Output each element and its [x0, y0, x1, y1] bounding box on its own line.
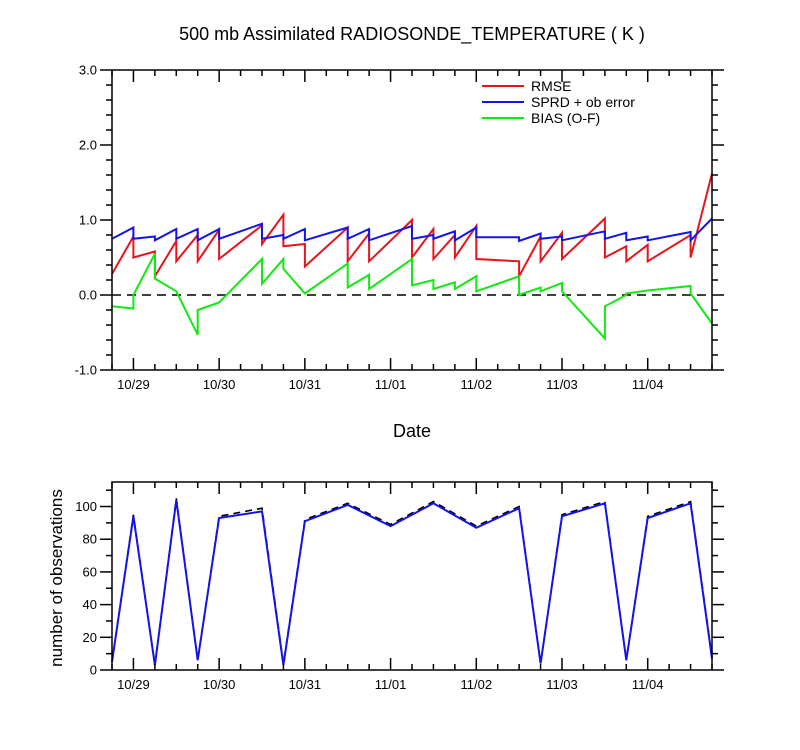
y-tick-label: 80 [83, 532, 97, 547]
x-tick-label: 11/01 [375, 377, 407, 392]
y-tick-label: 0 [90, 663, 97, 678]
y-tick-label: -1.0 [75, 363, 97, 378]
y-tick-label: 2.0 [79, 138, 97, 153]
y-tick-label: 40 [83, 597, 97, 612]
x-tick-label: 11/04 [632, 677, 664, 692]
series-line-bias-o-f [111, 253, 713, 342]
top-x-axis-label: Date [393, 421, 431, 441]
x-tick-label: 11/03 [546, 677, 578, 692]
x-tick-label: 10/30 [203, 677, 236, 692]
series-line-sprd-ob-error [111, 217, 713, 243]
x-tick-label: 11/02 [460, 677, 492, 692]
x-tick-label: 10/30 [203, 377, 236, 392]
y-tick-label: 1.0 [79, 213, 97, 228]
legend-label: SPRD + ob error [531, 94, 635, 110]
y-tick-label: 3.0 [79, 63, 97, 78]
x-tick-label: 11/03 [546, 377, 578, 392]
legend-label: BIAS (O-F) [531, 110, 600, 126]
y-tick-label: 20 [83, 630, 97, 645]
series-line-obs-count-solid [111, 499, 713, 666]
x-tick-label: 11/04 [632, 377, 664, 392]
plot-frame [111, 481, 713, 671]
y-tick-label: 60 [83, 564, 97, 579]
x-tick-label: 11/01 [375, 677, 407, 692]
x-tick-label: 10/31 [289, 677, 322, 692]
y-tick-label: 0.0 [79, 288, 97, 303]
x-tick-label: 10/29 [117, 677, 150, 692]
y-tick-label: 100 [75, 499, 97, 514]
chart-title: 500 mb Assimilated RADIOSONDE_TEMPERATUR… [179, 24, 645, 45]
x-tick-label: 10/29 [117, 377, 150, 392]
bottom-y-axis-label: number of observations [47, 489, 66, 667]
series-line-obs-count-dashed [111, 498, 713, 666]
top-plot: 10/29 10/30 10/31 11/01 11/02 11/03 11/04 -1.0 0… [75, 63, 724, 392]
x-tick-label: 11/02 [460, 377, 492, 392]
x-tick-label: 10/31 [289, 377, 322, 392]
bottom-plot: 10/29 10/30 10/31 11/01 11/02 11/03 11/04 0 20 40… [75, 481, 724, 692]
legend-label: RMSE [531, 78, 571, 94]
